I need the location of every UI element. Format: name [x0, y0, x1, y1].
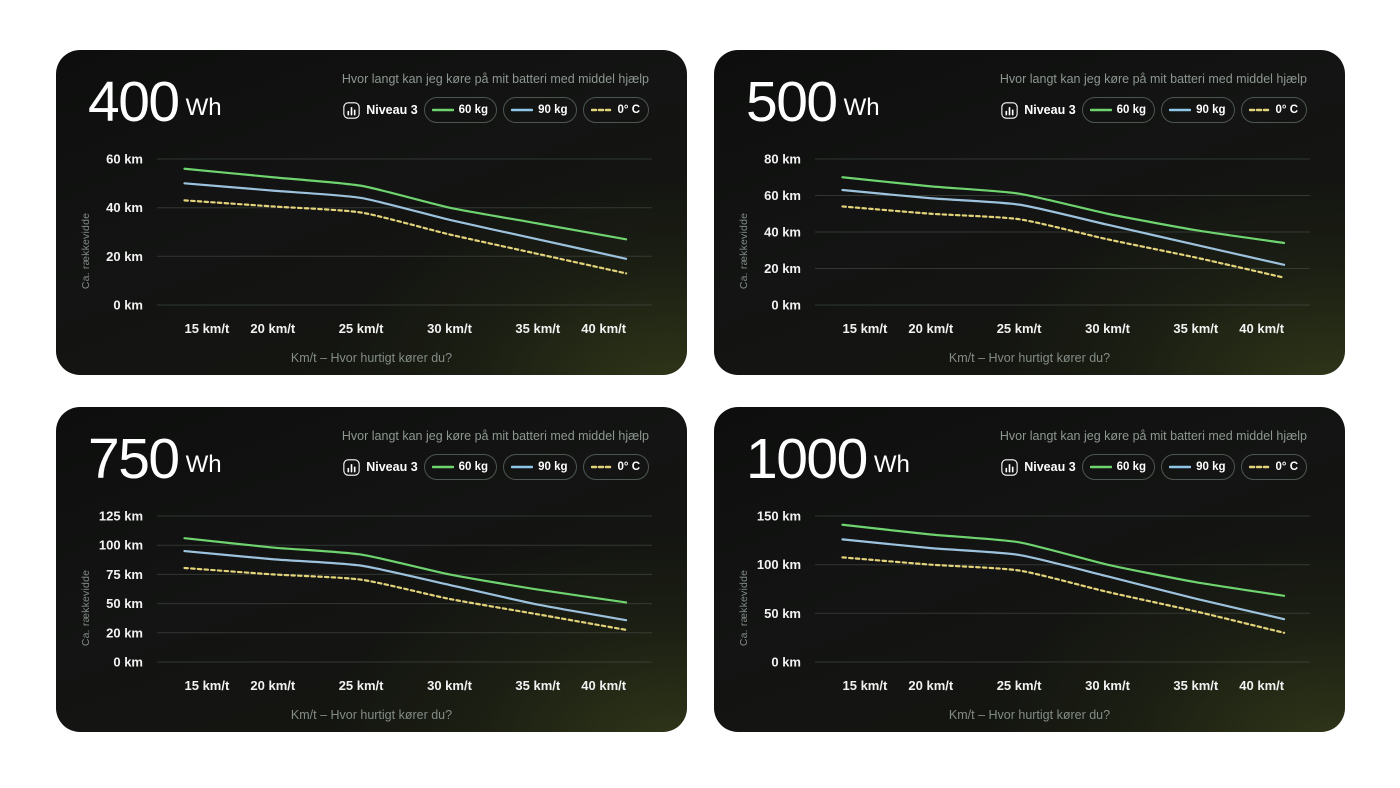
svg-text:30 km/t: 30 km/t — [427, 321, 472, 336]
svg-text:20 km/t: 20 km/t — [908, 678, 953, 693]
svg-text:20 km: 20 km — [106, 249, 143, 264]
svg-text:30 km/t: 30 km/t — [1085, 321, 1130, 336]
svg-text:15 km/t: 15 km/t — [185, 678, 230, 693]
svg-text:60 km: 60 km — [764, 188, 801, 203]
svg-text:40 km/t: 40 km/t — [581, 678, 626, 693]
svg-text:15 km/t: 15 km/t — [185, 321, 230, 336]
svg-text:30 km/t: 30 km/t — [427, 678, 472, 693]
svg-text:0 km: 0 km — [771, 298, 801, 313]
svg-text:20 km/t: 20 km/t — [250, 678, 295, 693]
svg-text:40 km/t: 40 km/t — [581, 321, 626, 336]
svg-text:40 km/t: 40 km/t — [1239, 321, 1284, 336]
svg-text:40 km: 40 km — [106, 200, 143, 215]
svg-text:0 km: 0 km — [113, 655, 143, 670]
svg-text:40 km: 40 km — [764, 225, 801, 240]
svg-text:20 km: 20 km — [106, 625, 143, 640]
svg-text:150 km: 150 km — [757, 509, 801, 524]
svg-text:80 km: 80 km — [764, 152, 801, 167]
svg-text:75 km: 75 km — [106, 567, 143, 582]
svg-text:100 km: 100 km — [99, 538, 143, 553]
svg-text:35 km/t: 35 km/t — [515, 678, 560, 693]
svg-text:100 km: 100 km — [757, 557, 801, 572]
svg-text:35 km/t: 35 km/t — [1173, 678, 1218, 693]
svg-text:20 km: 20 km — [764, 261, 801, 276]
svg-text:60 km: 60 km — [106, 152, 143, 167]
svg-text:20 km/t: 20 km/t — [908, 321, 953, 336]
svg-text:25 km/t: 25 km/t — [997, 321, 1042, 336]
svg-text:15 km/t: 15 km/t — [843, 321, 888, 336]
svg-text:35 km/t: 35 km/t — [1173, 321, 1218, 336]
svg-text:0 km: 0 km — [113, 298, 143, 313]
svg-text:40 km/t: 40 km/t — [1239, 678, 1284, 693]
svg-text:35 km/t: 35 km/t — [515, 321, 560, 336]
svg-text:20 km/t: 20 km/t — [250, 321, 295, 336]
svg-text:125 km: 125 km — [99, 509, 143, 524]
svg-text:25 km/t: 25 km/t — [997, 678, 1042, 693]
svg-text:30 km/t: 30 km/t — [1085, 678, 1130, 693]
svg-text:25 km/t: 25 km/t — [339, 321, 384, 336]
svg-text:0 km: 0 km — [771, 655, 801, 670]
svg-text:50 km: 50 km — [764, 606, 801, 621]
svg-text:25 km/t: 25 km/t — [339, 678, 384, 693]
svg-text:50 km: 50 km — [106, 596, 143, 611]
svg-text:15 km/t: 15 km/t — [843, 678, 888, 693]
